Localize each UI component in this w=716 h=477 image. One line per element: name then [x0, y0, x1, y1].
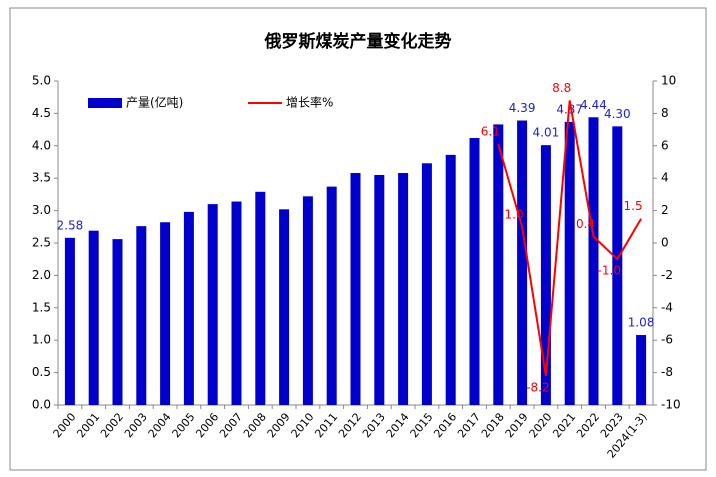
bar [255, 191, 266, 405]
y-tick-label: 2.5 [32, 236, 51, 250]
bar [398, 173, 409, 405]
y-tick-label: 0.5 [32, 365, 51, 379]
y-tick-label: 1.0 [32, 333, 51, 347]
bar [207, 204, 218, 405]
legend-swatch [88, 98, 122, 108]
line-value-label: 1.5 [624, 199, 643, 213]
y-tick-label: 5.0 [32, 74, 51, 88]
bar [302, 196, 313, 405]
y2-tick-label: 0 [661, 236, 669, 250]
chart-title: 俄罗斯煤炭产量变化走势 [264, 31, 452, 52]
bar [421, 163, 432, 405]
y2-tick-label: -2 [661, 268, 673, 282]
y2-tick-label: -10 [661, 398, 681, 412]
bar [279, 209, 290, 405]
bar-value-label: 4.01 [533, 126, 560, 140]
bar [612, 126, 623, 406]
y2-tick-label: 6 [661, 138, 669, 152]
bar [88, 230, 99, 405]
y-tick-label: 4.0 [32, 138, 51, 152]
bar-value-label: 4.30 [604, 107, 631, 121]
y2-tick-label: 4 [661, 171, 669, 185]
bar-value-label: 4.44 [580, 98, 607, 112]
line [497, 100, 642, 376]
bar [636, 335, 647, 405]
bar [517, 120, 528, 405]
bar [160, 222, 171, 405]
legend-label: 增长率% [286, 95, 333, 110]
bar-value-label: 2.58 [57, 218, 84, 232]
line-value-label: 6.1 [481, 125, 500, 139]
bar-value-label: 1.08 [628, 316, 655, 330]
line-value-label: -8.2 [526, 380, 549, 394]
y-tick-label: 1.5 [32, 300, 51, 314]
y2-tick-label: 10 [661, 74, 676, 88]
y-tick-label: 2.0 [32, 268, 51, 282]
y-tick-label: 3.0 [32, 203, 51, 217]
y-tick-label: 4.5 [32, 106, 51, 120]
y-tick-label: 0.0 [32, 398, 51, 412]
bar [469, 138, 480, 406]
bar [540, 145, 551, 406]
y-tick-label: 3.5 [32, 171, 51, 185]
y2-tick-label: -8 [661, 365, 673, 379]
y2-tick-label: 2 [661, 203, 669, 217]
bar [64, 237, 75, 405]
legend-label: 产量(亿吨) [126, 95, 183, 110]
bar [564, 121, 575, 405]
bar [183, 211, 194, 405]
bar [326, 186, 337, 405]
bar [374, 174, 385, 405]
bar [445, 154, 456, 405]
bar [350, 173, 361, 405]
bar [493, 124, 504, 405]
bar-value-label: 4.39 [509, 101, 536, 115]
bar [231, 201, 242, 405]
line-value-label: -1.0 [598, 264, 621, 278]
line-value-label: 8.8 [552, 81, 571, 95]
bar [588, 117, 599, 406]
y2-tick-label: 8 [661, 106, 669, 120]
y2-tick-label: -4 [661, 300, 673, 314]
bar [112, 239, 123, 405]
y2-tick-label: -6 [661, 333, 673, 347]
bar [136, 226, 147, 405]
